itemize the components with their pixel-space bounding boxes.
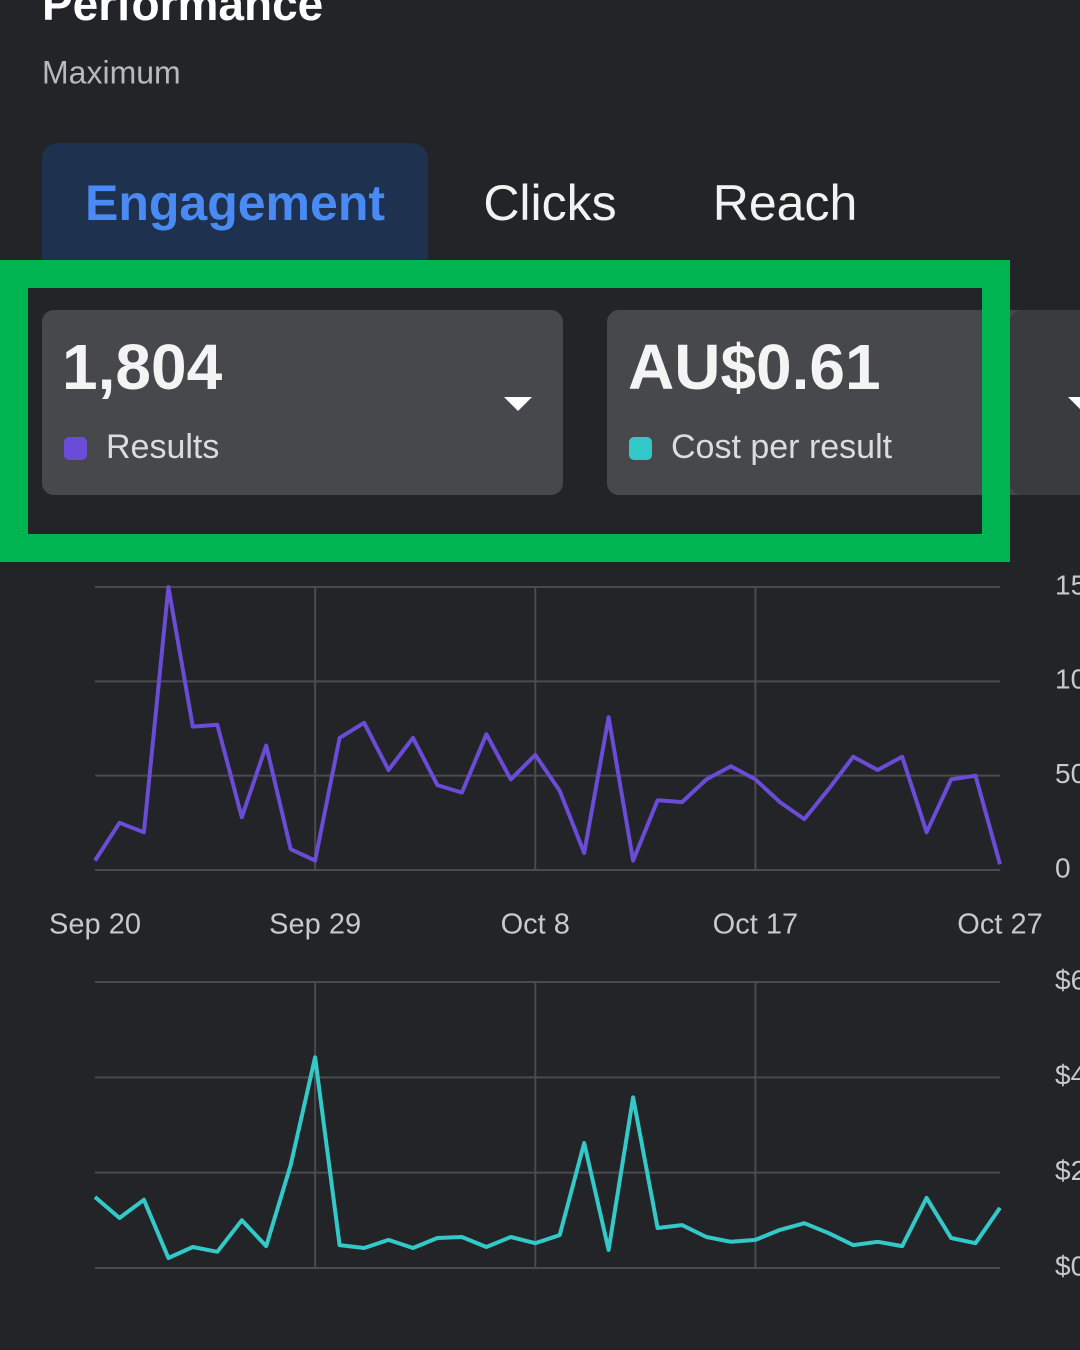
- tab[interactable]: Reach: [713, 175, 858, 231]
- y-tick-label: $4: [1055, 1060, 1080, 1091]
- x-tick-label: Oct 17: [713, 909, 798, 941]
- active-tab-bg[interactable]: [42, 143, 428, 273]
- x-tick-label: Oct 27: [957, 909, 1042, 941]
- data-line: [93, 585, 1002, 865]
- tab[interactable]: Clicks: [483, 175, 616, 231]
- metric-value: AU$0.61: [628, 331, 881, 403]
- data-line: [93, 1055, 1002, 1260]
- legend-swatch: [64, 437, 87, 460]
- y-tick-label: $6: [1055, 964, 1080, 995]
- metric-card[interactable]: [607, 310, 1080, 495]
- tab[interactable]: Engagement: [85, 175, 385, 231]
- x-tick-label: Sep 29: [269, 909, 361, 941]
- page-title: Performance: [42, 0, 323, 30]
- metric-card[interactable]: [42, 310, 563, 495]
- metric-card[interactable]: [1010, 310, 1080, 495]
- legend-swatch: [629, 437, 652, 460]
- metric-value: 1,804: [62, 331, 223, 403]
- x-tick-label: Oct 8: [501, 909, 570, 941]
- metric-label: Results: [106, 428, 219, 466]
- subtitle: Maximum: [42, 54, 181, 90]
- y-tick-label: 100: [1055, 664, 1080, 695]
- x-tick-label: Sep 20: [49, 909, 141, 941]
- dropdown-arrow[interactable]: [1068, 397, 1080, 411]
- y-tick-label: $0: [1055, 1250, 1080, 1281]
- metric-label: Cost per result: [671, 428, 893, 466]
- highlight-frame: [0, 260, 1010, 562]
- y-tick-label: $2: [1055, 1155, 1080, 1186]
- y-tick-label: 150: [1055, 569, 1080, 600]
- y-tick-label: 50: [1055, 758, 1080, 789]
- dropdown-arrow[interactable]: [504, 397, 532, 411]
- y-tick-label: 0: [1055, 852, 1071, 883]
